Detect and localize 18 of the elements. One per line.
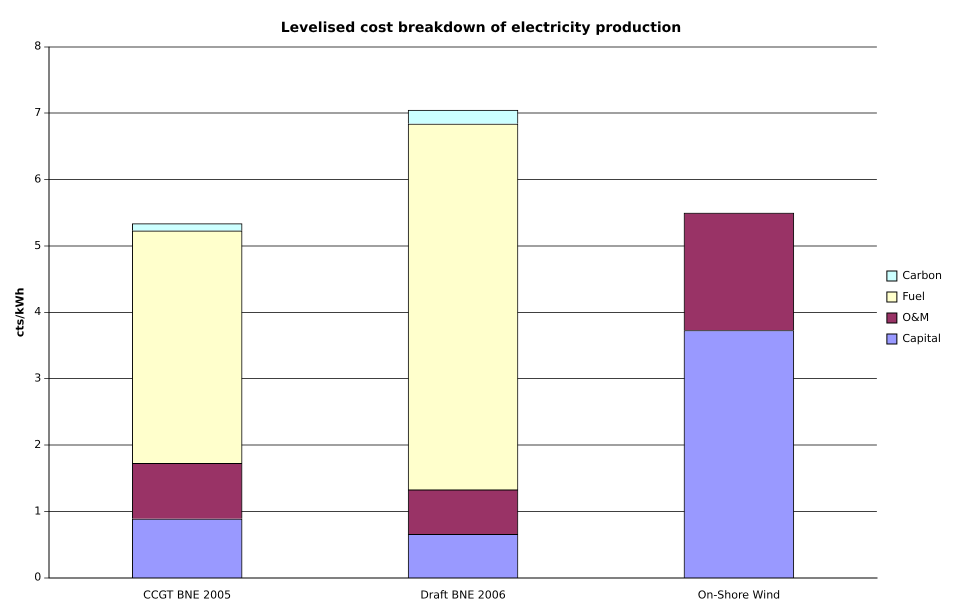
legend-label: Capital: [902, 332, 941, 345]
x-tick-label: Draft BNE 2006: [420, 588, 506, 602]
y-tick-label: 7: [34, 106, 42, 120]
y-tick-label: 1: [34, 504, 42, 518]
y-tick-label: 6: [34, 172, 42, 186]
y-axis-title: cts/kWh: [13, 287, 26, 338]
y-tick-label: 3: [34, 372, 42, 385]
x-tick-label: On-Shore Wind: [698, 588, 780, 602]
y-tick-label: 0: [34, 570, 42, 584]
y-tick-label: 5: [34, 238, 42, 252]
legend-label: O&M: [902, 310, 930, 324]
y-tick-label: 2: [34, 438, 42, 451]
y-tick-label: 4: [34, 305, 42, 318]
legend-label: Carbon: [902, 268, 942, 282]
y-tick-label: 8: [34, 40, 42, 53]
chart-title: Levelised cost breakdown of electricity production: [280, 20, 682, 36]
legend-label: Fuel: [902, 290, 925, 303]
x-tick-label: CCGT BNE 2005: [143, 588, 232, 602]
